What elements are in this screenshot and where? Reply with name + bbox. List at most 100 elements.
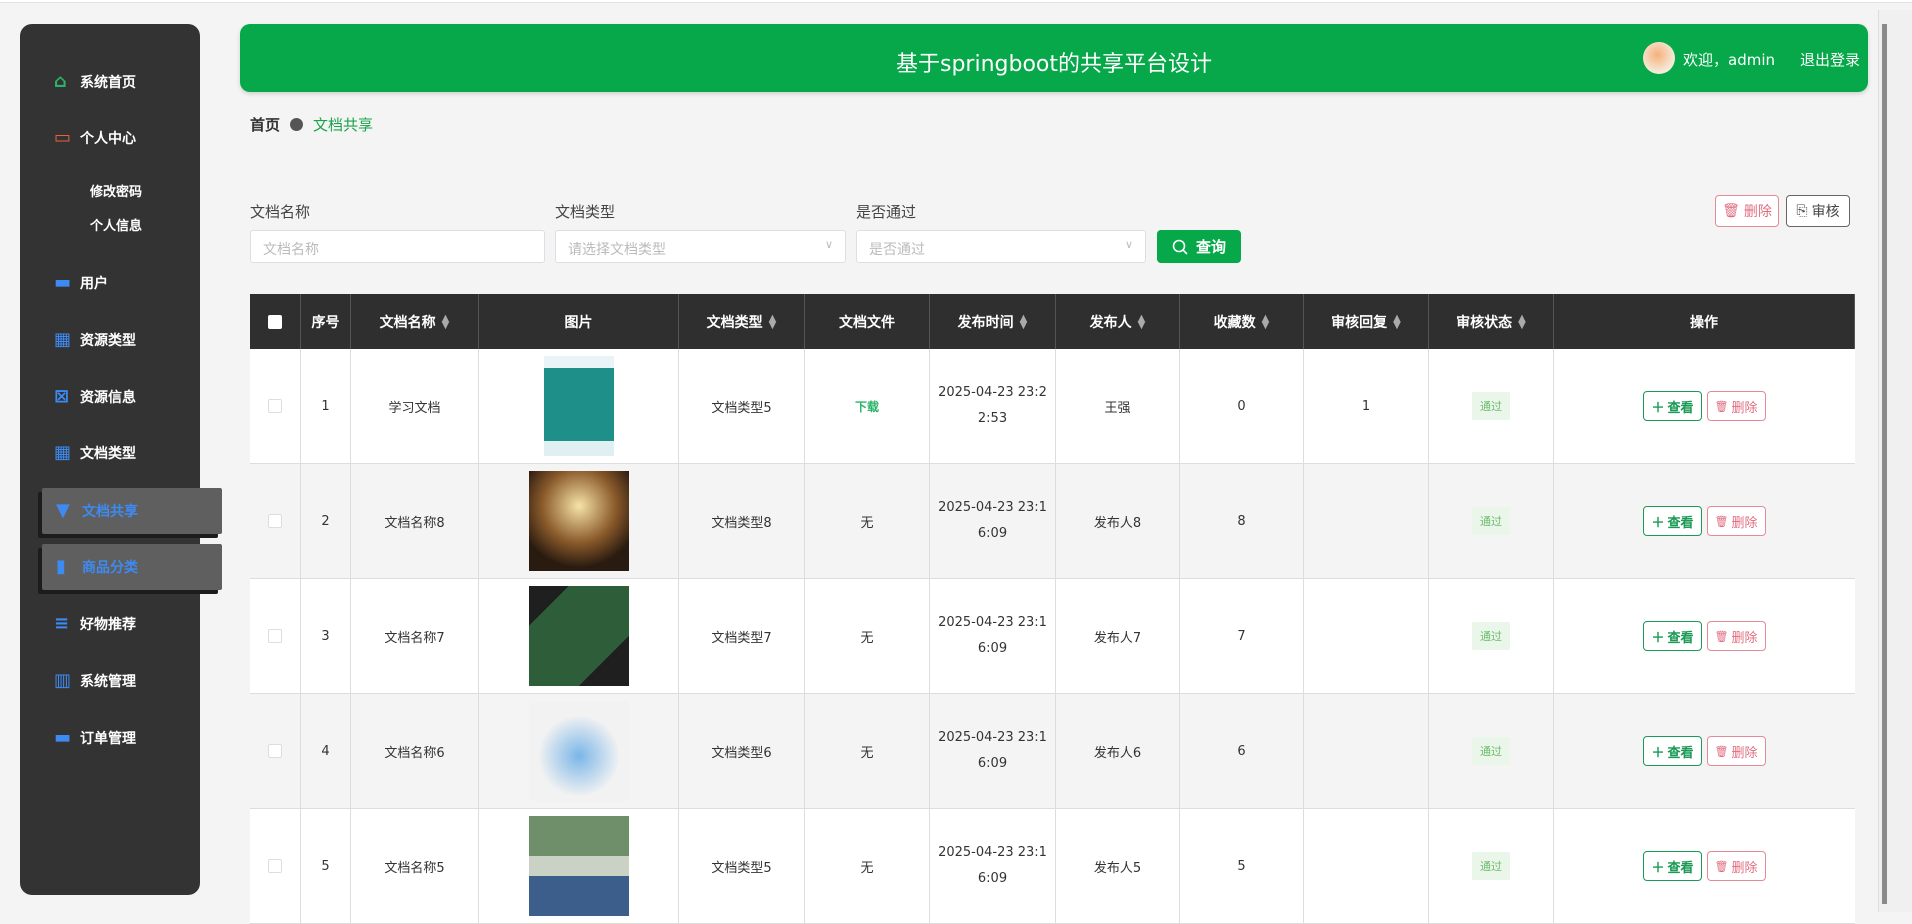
- sidebar-item-label: 系统首页: [80, 75, 136, 91]
- document-thumbnail[interactable]: [543, 356, 614, 456]
- row-checkbox[interactable]: [268, 859, 282, 873]
- table-row: 5 文档名称5 文档类型5 无 2025-04-23 23:16:09 发布人5…: [250, 809, 1855, 924]
- sort-icon[interactable]: ▲ ▼: [1019, 312, 1028, 331]
- actions-cell: ＋查看 🗑 删除: [1554, 694, 1855, 808]
- name-cell: 文档名称6: [351, 694, 479, 808]
- column-header[interactable]: 文档名称 ▲ ▼: [351, 294, 479, 349]
- view-button[interactable]: ＋查看: [1643, 506, 1702, 536]
- favorites-cell: 6: [1180, 694, 1304, 808]
- sidebar-item-8[interactable]: ▮ 商品分类: [42, 544, 222, 590]
- row-select-cell: [250, 579, 301, 693]
- row-checkbox[interactable]: [268, 399, 282, 413]
- column-header[interactable]: 发布时间 ▲ ▼: [930, 294, 1056, 349]
- pass-label: 是否通过: [856, 203, 917, 221]
- document-thumbnail[interactable]: [528, 816, 629, 916]
- sidebar-item-1[interactable]: ⌂ 系统首页: [54, 70, 136, 94]
- column-header[interactable]: 审核回复 ▲ ▼: [1304, 294, 1429, 349]
- sidebar-item-3[interactable]: ▬ 用户: [54, 271, 108, 295]
- view-button[interactable]: ＋查看: [1643, 851, 1702, 881]
- sidebar-item-10[interactable]: ▥ 系统管理: [54, 669, 136, 693]
- document-thumbnail[interactable]: [528, 701, 629, 801]
- favorites-cell: 8: [1180, 464, 1304, 578]
- name-cell: 文档名称8: [351, 464, 479, 578]
- row-select-cell: [250, 464, 301, 578]
- index-cell: 1: [301, 349, 351, 463]
- type-label: 文档类型: [555, 203, 616, 221]
- name-placeholder: 文档名称: [263, 242, 319, 258]
- trash-icon: 🗑: [1714, 514, 1729, 528]
- sidebar-item-7[interactable]: ▼ 文档共享: [42, 488, 222, 534]
- scrollbar-thumb[interactable]: [1882, 24, 1887, 904]
- sort-icon[interactable]: ▲ ▼: [1518, 312, 1526, 331]
- query-button[interactable]: 查询: [1157, 230, 1241, 263]
- delete-label: 删除: [1731, 630, 1758, 646]
- name-input[interactable]: 文档名称: [250, 230, 545, 263]
- sidebar-subitem[interactable]: 个人信息: [90, 219, 143, 234]
- table-row: 3 文档名称7 文档类型7 无 2025-04-23 23:16:09 发布人7…: [250, 579, 1855, 694]
- column-header[interactable]: 文档类型 ▲ ▼: [679, 294, 805, 349]
- type-select[interactable]: 请选择文档类型 ∨: [555, 230, 846, 263]
- sidebar-item-11[interactable]: ▬ 订单管理: [54, 726, 136, 750]
- document-thumbnail[interactable]: [528, 586, 629, 686]
- column-header-label: 审核回复: [1331, 314, 1388, 331]
- column-header[interactable]: 发布人 ▲ ▼: [1056, 294, 1180, 349]
- sidebar-subitem[interactable]: 修改密码: [90, 185, 143, 200]
- breadcrumb-home[interactable]: 首页: [250, 116, 281, 134]
- sidebar-item-5[interactable]: ⊠ 资源信息: [54, 385, 136, 409]
- sort-icon[interactable]: ▲ ▼: [1393, 312, 1401, 331]
- publisher-cell: 发布人5: [1056, 809, 1180, 923]
- row-checkbox[interactable]: [268, 514, 282, 528]
- delete-button[interactable]: 🗑 删除: [1706, 506, 1766, 536]
- delete-button[interactable]: 🗑 删除: [1706, 391, 1766, 421]
- view-button[interactable]: ＋查看: [1643, 736, 1702, 766]
- select-all-checkbox[interactable]: [268, 314, 282, 329]
- name-cell: 文档名称7: [351, 579, 479, 693]
- type-cell: 文档类型5: [679, 349, 805, 463]
- sidebar-item-2[interactable]: ▭ 个人中心: [54, 126, 136, 150]
- reply-cell: 1: [1304, 349, 1429, 463]
- sort-icon[interactable]: ▲ ▼: [1137, 312, 1146, 331]
- document-thumbnail[interactable]: [528, 471, 629, 571]
- logout-button[interactable]: 退出登录: [1800, 51, 1861, 69]
- view-button[interactable]: ＋查看: [1643, 621, 1702, 651]
- delete-button[interactable]: 🗑 删除: [1706, 621, 1766, 651]
- name-cell: 文档名称5: [351, 809, 479, 923]
- pass-select[interactable]: 是否通过 ∨: [856, 230, 1146, 263]
- table-row: 1 学习文档 文档类型5 下载 2025-04-23 23:22:53 王强 0…: [250, 349, 1855, 464]
- sidebar-item-label: 用户: [80, 276, 108, 292]
- view-label: 查看: [1667, 745, 1694, 761]
- sort-icon[interactable]: ▲ ▼: [441, 312, 450, 331]
- delete-button[interactable]: 🗑 删除: [1706, 736, 1766, 766]
- row-checkbox[interactable]: [268, 744, 282, 758]
- publisher-cell: 发布人6: [1056, 694, 1180, 808]
- home-icon: ⌂: [54, 71, 67, 92]
- row-checkbox[interactable]: [268, 629, 282, 643]
- status-cell: 通过: [1429, 464, 1554, 578]
- scrollbar[interactable]: [1878, 10, 1912, 912]
- reply-cell: [1304, 809, 1429, 923]
- status-cell: 通过: [1429, 349, 1554, 463]
- download-link[interactable]: 下载: [854, 399, 879, 414]
- trash-icon: 🗑: [1714, 629, 1729, 643]
- sidebar-item-4[interactable]: ▦ 资源类型: [54, 328, 136, 352]
- delete-button[interactable]: 🗑 删除: [1706, 851, 1766, 881]
- plus-icon: ＋: [1651, 745, 1665, 761]
- sort-icon[interactable]: ▲ ▼: [1261, 312, 1270, 331]
- column-header[interactable]: 收藏数 ▲ ▼: [1180, 294, 1304, 349]
- image-cell: [479, 579, 679, 693]
- review-button[interactable]: ⎘ 审核: [1786, 195, 1850, 227]
- sidebar-item-6[interactable]: ▦ 文档类型: [54, 441, 136, 465]
- status-cell: 通过: [1429, 579, 1554, 693]
- avatar: [1643, 42, 1675, 74]
- column-header-label: 图片: [564, 314, 593, 331]
- delete-label: 删除: [1731, 860, 1758, 876]
- sort-icon[interactable]: ▲ ▼: [768, 312, 777, 331]
- row-select-cell: [250, 349, 301, 463]
- sidebar-item-9[interactable]: ≡ 好物推荐: [54, 612, 136, 636]
- view-button[interactable]: ＋查看: [1643, 391, 1702, 421]
- review-icon: ⎘: [1796, 203, 1808, 219]
- column-header[interactable]: 审核状态 ▲ ▼: [1429, 294, 1554, 349]
- type-cell: 文档类型6: [679, 694, 805, 808]
- trash-icon: 🗑: [1722, 203, 1740, 219]
- batch-delete-button[interactable]: 🗑 删除: [1715, 195, 1779, 227]
